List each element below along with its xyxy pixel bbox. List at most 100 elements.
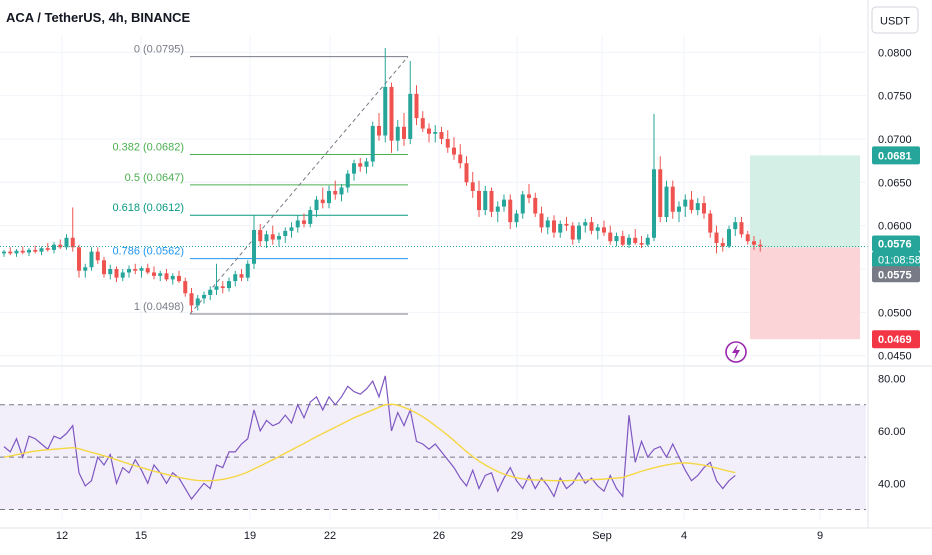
candle-body bbox=[677, 206, 681, 212]
candle-body bbox=[20, 250, 25, 253]
candle-body bbox=[383, 86, 388, 136]
price-tick-label: 0.0650 bbox=[878, 177, 912, 189]
candle-body bbox=[564, 223, 569, 226]
candle-body bbox=[33, 249, 38, 252]
candle-body bbox=[370, 125, 375, 162]
candle-body bbox=[545, 220, 550, 228]
price-badge-label: 0.0575 bbox=[878, 269, 912, 281]
candle-body bbox=[283, 230, 288, 237]
candle-body bbox=[214, 286, 219, 290]
candle-body bbox=[495, 206, 500, 212]
candle-body bbox=[183, 281, 188, 294]
candle-body bbox=[120, 272, 125, 278]
candle-body bbox=[170, 275, 175, 280]
candle-body bbox=[52, 244, 56, 250]
price-badge-label: 0.0469 bbox=[878, 334, 912, 346]
time-tick-label: 26 bbox=[433, 530, 445, 542]
candle-body bbox=[320, 199, 325, 204]
candle-body bbox=[452, 147, 456, 155]
candle-body bbox=[683, 199, 688, 207]
price-badges: 0.0681 0.0576 01:08:58 0.0575 0.0469 bbox=[872, 146, 921, 349]
price-badge-label: 01:08:58 bbox=[878, 254, 921, 266]
price-badge bbox=[872, 146, 920, 165]
candle-body bbox=[620, 236, 625, 245]
price-badge-label: 0.0681 bbox=[878, 150, 912, 162]
candle-body bbox=[439, 132, 444, 139]
candle-body bbox=[752, 241, 756, 245]
price-badge-label: 0.0576 bbox=[878, 238, 912, 250]
candle-body bbox=[645, 237, 650, 245]
candle-body bbox=[70, 237, 75, 248]
fib-level-label: 0.5 (0.0647) bbox=[125, 172, 184, 184]
time-tick-label: 19 bbox=[244, 530, 256, 542]
candle-body bbox=[277, 236, 281, 240]
candle-body bbox=[339, 187, 344, 195]
candle-body bbox=[152, 272, 156, 276]
candle-body bbox=[108, 268, 113, 275]
candle-body bbox=[102, 260, 106, 275]
rsi-tick-label: 80.00 bbox=[878, 373, 906, 385]
time-tick-label: 4 bbox=[681, 530, 687, 542]
rsi-ma-line bbox=[3, 403, 736, 482]
candle-body bbox=[8, 251, 13, 254]
candle-body bbox=[189, 293, 194, 306]
time-tick-label: 15 bbox=[135, 530, 147, 542]
price-tick-label: 0.0450 bbox=[878, 351, 912, 363]
candle-body bbox=[208, 289, 213, 295]
price-tick-label: 0.0800 bbox=[878, 47, 912, 59]
candle-body bbox=[295, 220, 300, 228]
currency-button[interactable]: USDT bbox=[871, 6, 919, 34]
candle-body bbox=[483, 190, 488, 211]
fib-level-label: 0.786 (0.0562) bbox=[112, 246, 184, 258]
candle-body bbox=[14, 250, 19, 254]
candle-body bbox=[83, 267, 88, 271]
price-badge bbox=[872, 251, 920, 268]
fib-level-label: 0 (0.0795) bbox=[134, 44, 184, 56]
price-tick-label: 0.0700 bbox=[878, 134, 912, 146]
candle-body bbox=[158, 273, 163, 276]
price-tick-label: 0.0500 bbox=[878, 307, 912, 319]
candle-body bbox=[133, 268, 138, 271]
candle-body bbox=[627, 237, 631, 245]
candle-body bbox=[577, 225, 581, 240]
candle-body bbox=[477, 190, 481, 211]
candle-body bbox=[377, 125, 381, 136]
candle-body bbox=[689, 199, 694, 211]
time-tick-label: 29 bbox=[511, 530, 523, 542]
candle-body bbox=[333, 190, 338, 195]
candle-body bbox=[220, 286, 225, 289]
fib-level-label: 0.618 (0.0612) bbox=[112, 202, 184, 214]
time-tick-label: 22 bbox=[324, 530, 336, 542]
fibonacci-retracement[interactable]: 0 (0.0795) 0.382 (0.0682) 0.5 (0.0647) 0.61… bbox=[112, 44, 409, 315]
candle-body bbox=[539, 213, 544, 228]
price-badge bbox=[872, 266, 920, 283]
candle-body bbox=[233, 274, 238, 282]
fib-trend-line bbox=[189, 56, 409, 315]
candle-body bbox=[570, 225, 575, 240]
rsi-panel bbox=[0, 375, 866, 511]
candle-body bbox=[633, 237, 638, 243]
lightning-icon[interactable] bbox=[725, 341, 747, 363]
time-tick-label: 12 bbox=[56, 530, 68, 542]
candle-body bbox=[695, 203, 700, 211]
candle-body bbox=[95, 251, 100, 261]
candle-body bbox=[489, 190, 494, 212]
candle-body bbox=[727, 229, 731, 247]
candle-body bbox=[89, 251, 94, 268]
candle-body bbox=[652, 169, 656, 238]
candle-body bbox=[395, 126, 400, 141]
candle-body bbox=[614, 236, 619, 242]
candle-body bbox=[720, 242, 725, 247]
candle-body bbox=[177, 275, 181, 282]
candle-body bbox=[64, 237, 69, 248]
candle-body bbox=[352, 163, 356, 174]
candle-body bbox=[595, 227, 600, 231]
candle-body bbox=[558, 223, 563, 233]
chart-title: ACA / TetherUS, 4h, BINANCE bbox=[6, 10, 191, 25]
candle-body bbox=[389, 86, 394, 141]
candle-body bbox=[533, 197, 538, 214]
candle-body bbox=[164, 273, 169, 280]
candle-body bbox=[302, 220, 306, 224]
rsi-tick-label: 40.00 bbox=[878, 478, 906, 490]
